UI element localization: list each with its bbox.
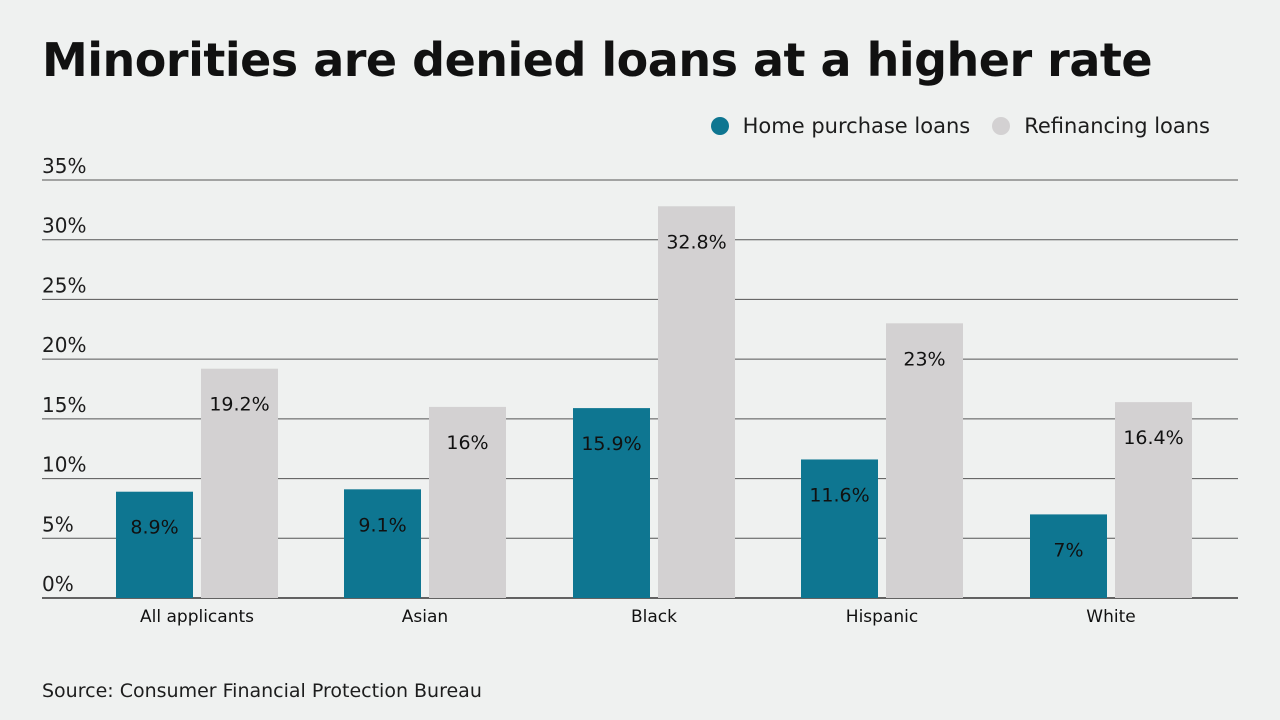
- legend-swatch-home-purchase: [710, 117, 729, 135]
- data-label: 8.9%: [130, 517, 178, 539]
- x-tick-label: Hispanic: [846, 607, 918, 627]
- bar-refinancing: [429, 406, 506, 598]
- legend-swatch-refinancing: [992, 117, 1011, 135]
- data-label: 19.2%: [209, 394, 269, 416]
- data-label: 7%: [1053, 539, 1083, 561]
- y-tick-label: 0%: [42, 572, 74, 596]
- data-label: 16.4%: [1123, 427, 1183, 449]
- x-tick-label: All applicants: [140, 607, 254, 627]
- bar-home-purchase: [1030, 514, 1107, 598]
- y-tick-label: 10%: [42, 453, 86, 477]
- x-tick-label: Asian: [402, 607, 448, 627]
- legend: Home purchase loans Refinancing loans: [689, 114, 1210, 138]
- bar-home-purchase: [801, 459, 878, 598]
- y-tick-label: 30%: [42, 214, 86, 238]
- data-label: 11.6%: [809, 484, 869, 506]
- data-label: 32.8%: [666, 231, 726, 253]
- y-tick-label: 20%: [42, 333, 86, 357]
- data-label: 15.9%: [581, 433, 641, 455]
- bar-refinancing: [201, 368, 278, 598]
- legend-label-refinancing: Refinancing loans: [1024, 114, 1210, 138]
- data-label: 9.1%: [358, 514, 406, 536]
- x-tick-label: Black: [631, 607, 677, 627]
- bar-refinancing: [658, 206, 735, 598]
- data-label: 16%: [446, 432, 488, 454]
- chart-title: Minorities are denied loans at a higher …: [42, 33, 1153, 87]
- bar-refinancing: [1115, 402, 1192, 598]
- y-tick-label: 15%: [42, 393, 86, 417]
- data-label: 23%: [903, 348, 945, 370]
- bar-refinancing: [886, 323, 963, 598]
- y-tick-label: 25%: [42, 273, 86, 297]
- bar-home-purchase: [573, 408, 650, 598]
- bar-home-purchase: [344, 489, 421, 598]
- source-note: Source: Consumer Financial Protection Bu…: [42, 680, 482, 702]
- y-tick-label: 5%: [42, 512, 74, 536]
- x-tick-label: White: [1086, 607, 1135, 627]
- legend-item-refinancing: Refinancing loans: [992, 114, 1210, 138]
- legend-label-home-purchase: Home purchase loans: [742, 114, 971, 138]
- bar-home-purchase: [116, 491, 193, 598]
- legend-item-home-purchase: Home purchase loans: [710, 114, 971, 138]
- y-tick-label: 35%: [42, 154, 86, 178]
